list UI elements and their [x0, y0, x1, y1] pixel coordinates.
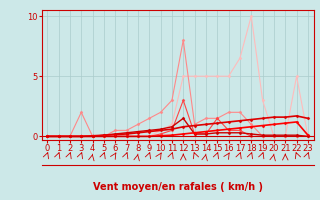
Text: Vent moyen/en rafales ( km/h ): Vent moyen/en rafales ( km/h ) — [92, 182, 263, 192]
